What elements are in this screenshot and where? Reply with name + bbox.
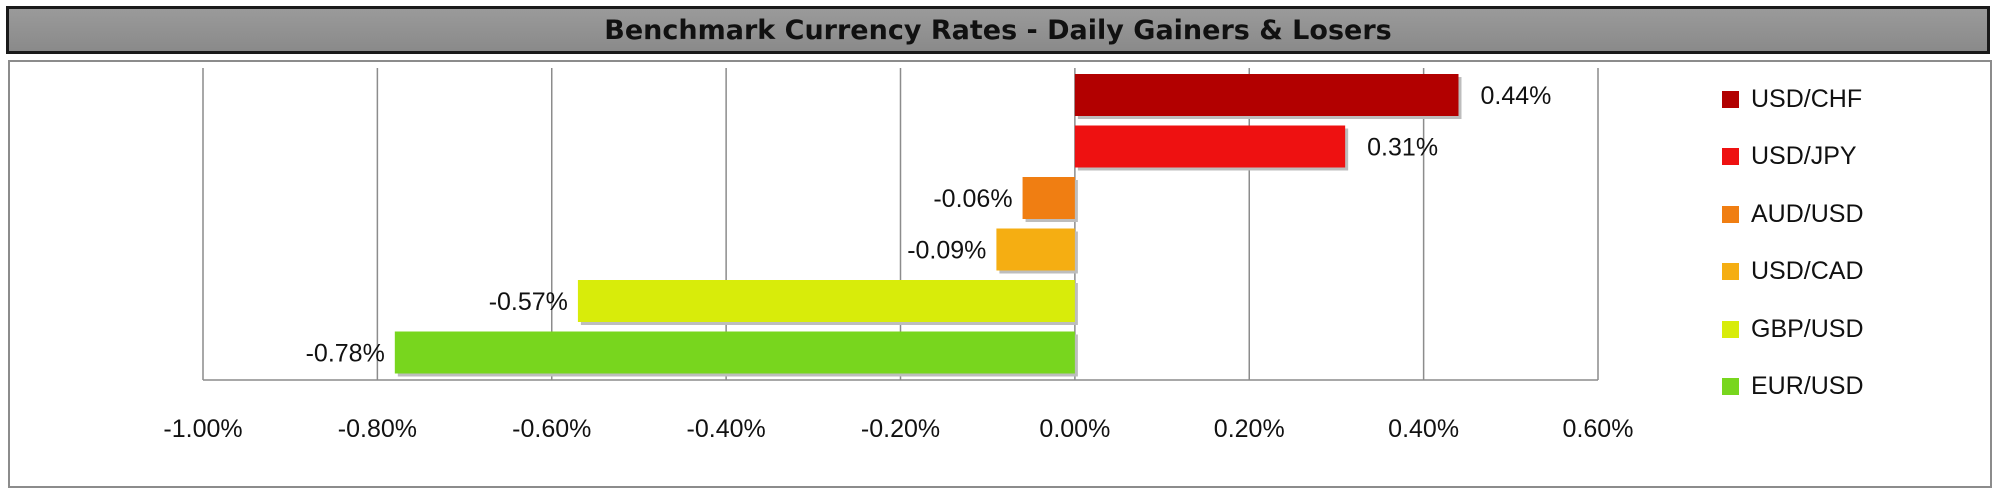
data-labels: 0.44% 0.31% -0.06% -0.09% -0.57% -0.78%: [306, 82, 1552, 368]
x-tick-label: 0.40%: [1388, 415, 1459, 443]
legend-item: GBP/USD: [1722, 314, 1864, 344]
x-tick-label: 0.00%: [1039, 415, 1110, 443]
gridlines: [202, 68, 1599, 381]
legend-item: AUD/USD: [1722, 199, 1864, 229]
bar-gbp-usd: [577, 280, 1075, 322]
legend-item: USD/CAD: [1722, 257, 1864, 287]
bar-eur-usd: [394, 331, 1075, 374]
bar-aud-usd: [1022, 177, 1075, 219]
legend-item: EUR/USD: [1722, 372, 1864, 402]
x-tick-label: 0.60%: [1563, 415, 1634, 443]
x-tick-label: -0.40%: [687, 415, 766, 443]
chart-title: Benchmark Currency Rates - Daily Gainers…: [604, 14, 1392, 46]
x-tick-label: -0.80%: [338, 415, 417, 443]
legend-label: USD/JPY: [1751, 142, 1857, 170]
bar-usd-cad: [996, 228, 1075, 271]
bars: [394, 74, 1462, 377]
legend-label: USD/CAD: [1751, 257, 1864, 285]
legend-item: USD/CHF: [1722, 84, 1862, 114]
data-label: 0.44%: [1481, 82, 1552, 110]
legend-swatch: [1722, 263, 1739, 280]
chart-frame: [8, 60, 1992, 488]
legend-swatch: [1722, 148, 1739, 165]
legend-swatch: [1722, 90, 1739, 108]
legend-swatch: [1722, 320, 1739, 338]
legend-label: USD/CHF: [1751, 84, 1863, 113]
legend-swatch: [1722, 378, 1739, 395]
x-tick-label: -0.60%: [512, 415, 591, 443]
bar-usd-jpy: [1074, 125, 1346, 168]
legend-label: EUR/USD: [1751, 372, 1864, 400]
data-label: -0.57%: [489, 288, 568, 316]
x-tick-label: -0.20%: [861, 415, 940, 443]
legend-label: GBP/USD: [1751, 314, 1864, 343]
x-tick-label: 0.20%: [1214, 415, 1285, 443]
chart-title-bar: Benchmark Currency Rates - Daily Gainers…: [6, 6, 1990, 54]
data-label: -0.06%: [933, 185, 1012, 213]
bar-usd-chf: [1074, 74, 1459, 116]
x-tick-label: -1.00%: [163, 415, 242, 443]
data-label: -0.09%: [907, 237, 986, 265]
legend-swatch: [1722, 205, 1739, 223]
legend-label: AUD/USD: [1751, 199, 1864, 228]
data-label: -0.78%: [306, 340, 385, 368]
legend-item: USD/JPY: [1722, 142, 1857, 172]
x-axis-tick-labels: -1.00% -0.80% -0.60% -0.40% -0.20% 0.00% 0.20%…: [163, 415, 1633, 443]
data-label: 0.31%: [1367, 134, 1438, 162]
